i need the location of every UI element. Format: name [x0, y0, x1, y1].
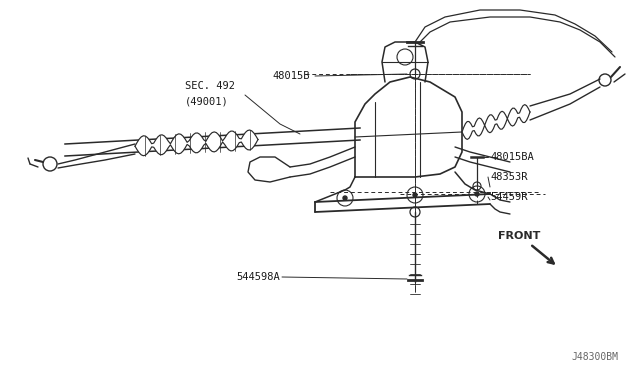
Text: 48015B: 48015B: [273, 71, 310, 81]
Circle shape: [343, 196, 347, 200]
Text: SEC. 492: SEC. 492: [185, 81, 235, 91]
Circle shape: [475, 192, 479, 196]
Text: 48015BA: 48015BA: [490, 152, 534, 162]
Text: 48353R: 48353R: [490, 172, 527, 182]
Text: 54459R: 54459R: [490, 192, 527, 202]
Circle shape: [413, 193, 417, 197]
Text: 544598A: 544598A: [236, 272, 280, 282]
Text: FRONT: FRONT: [498, 231, 540, 241]
Text: (49001): (49001): [185, 96, 228, 106]
Text: J48300BM: J48300BM: [571, 352, 618, 362]
